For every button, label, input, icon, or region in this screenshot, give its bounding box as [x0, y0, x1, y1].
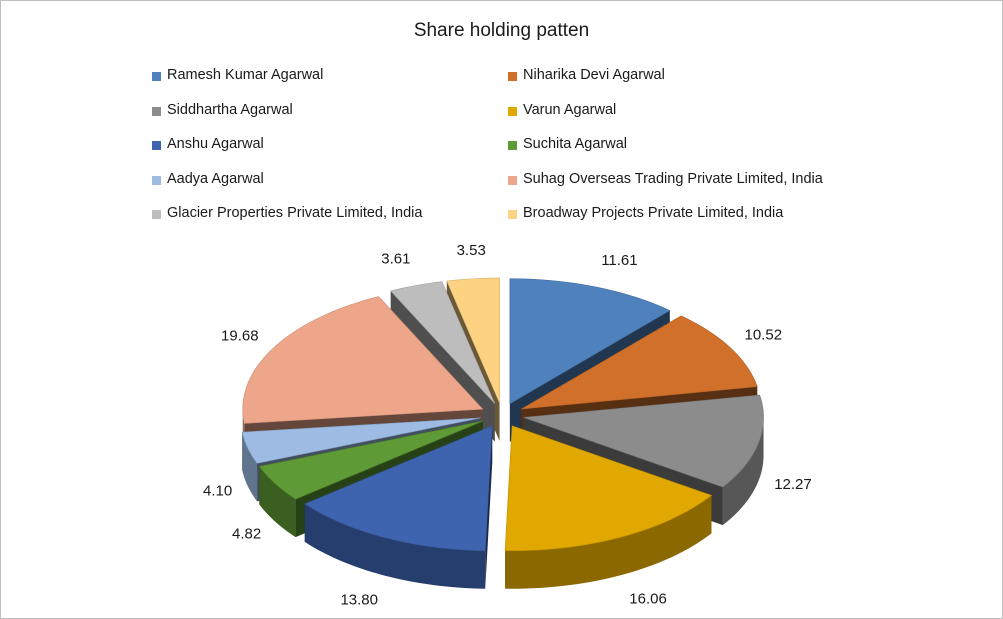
- pie-slice-rim: [242, 432, 258, 502]
- legend-label: Suhag Overseas Trading Private Limited, …: [523, 170, 823, 187]
- legend-swatch: [152, 72, 161, 81]
- pie-slice-anshu-agarwal: [304, 425, 493, 552]
- legend-label: Aadya Agarwal: [167, 170, 264, 187]
- legend-label: Glacier Properties Private Limited, Indi…: [167, 205, 423, 222]
- data-label-anshu-agarwal: 13.80: [340, 592, 378, 609]
- legend-swatch: [508, 141, 517, 151]
- pie-slice-wall: [485, 425, 493, 589]
- legend-label: Varun Agarwal: [523, 101, 617, 118]
- pie-slice-niharika-devi-agarwal: [521, 315, 758, 410]
- legend-swatch: [152, 106, 161, 116]
- data-label-broadway-projects-private-limited-india: 3.53: [457, 242, 486, 259]
- legend-label: Ramesh Kumar Agarwal: [167, 67, 324, 83]
- chart-title: Share holding patten: [413, 20, 590, 41]
- legend-label: Niharika Devi Agarwal: [523, 67, 665, 83]
- legend-swatch: [152, 210, 161, 220]
- pie-slice-varun-agarwal: [504, 425, 713, 552]
- legend-swatch: [508, 106, 517, 116]
- pie-slice-siddhartha-agarwal: [523, 394, 764, 488]
- pie-slice-rim: [259, 466, 296, 538]
- legend-swatch: [152, 175, 161, 185]
- data-label-niharika-devi-agarwal: 10.52: [745, 326, 783, 343]
- legend-swatch: [152, 141, 161, 151]
- legend-swatch: [508, 72, 517, 81]
- data-label-glacier-properties-private-limited-india: 3.61: [381, 250, 410, 267]
- data-label-siddhartha-agarwal: 12.27: [774, 476, 812, 493]
- data-label-suchita-agarwal: 4.82: [232, 526, 261, 543]
- pie-slice-broadway-projects-private-limited-india: [446, 277, 500, 404]
- pie-slice-suchita-agarwal: [258, 420, 484, 500]
- data-label-aadya-agarwal: 4.10: [203, 482, 232, 499]
- legend-label: Suchita Agarwal: [523, 136, 627, 153]
- data-label-varun-agarwal: 16.06: [629, 591, 667, 608]
- pie-slice-rim: [722, 417, 764, 526]
- pie-slice-aadya-agarwal: [241, 417, 481, 464]
- pie-slice-rim: [304, 503, 486, 589]
- legend-label: Anshu Agarwal: [167, 136, 264, 153]
- pie-slice-rim: [505, 495, 712, 589]
- data-label-ramesh-kumar-agarwal: 11.61: [601, 252, 637, 269]
- pie-slice-suhag-overseas-trading-private-limited-india: [242, 296, 484, 424]
- pie-slice-ramesh-kumar-agarwal: [509, 278, 671, 405]
- legend-label: Broadway Projects Private Limited, India: [523, 205, 784, 222]
- data-label-suhag-overseas-trading-private-limited-india: 19.68: [221, 327, 259, 344]
- legend-swatch: [508, 175, 517, 185]
- legend-swatch: [508, 210, 517, 220]
- pie-slice-glacier-properties-private-limited-india: [390, 281, 496, 404]
- legend-label: Siddhartha Agarwal: [167, 101, 293, 118]
